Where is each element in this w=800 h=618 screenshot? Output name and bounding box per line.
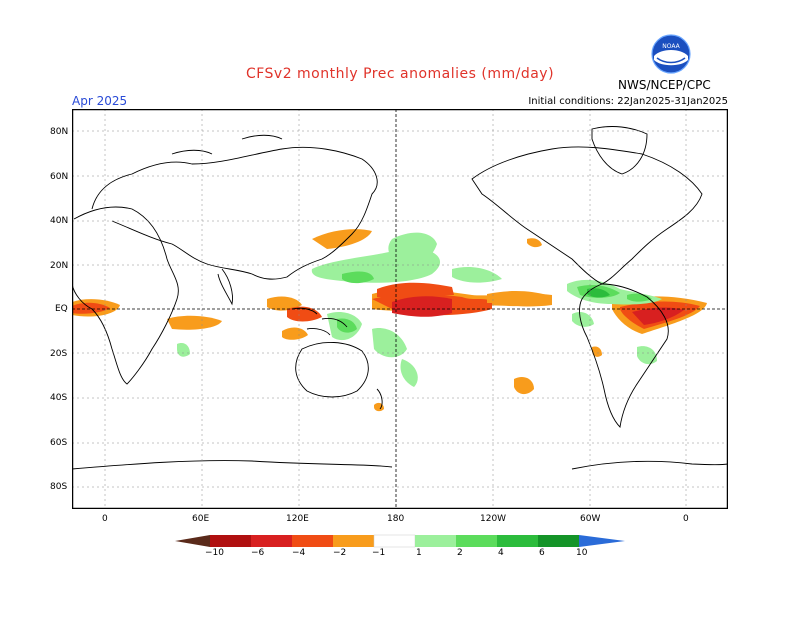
legend-swatch-2-4 — [456, 535, 497, 547]
lon-label-120e: 120E — [286, 514, 309, 524]
lat-label-60n: 60N — [50, 172, 69, 182]
legend-label-m4: −4 — [292, 548, 306, 558]
noaa-logo-icon: NOAA — [651, 34, 691, 74]
lat-label-eq: EQ — [55, 304, 68, 314]
legend-swatch-6-10 — [538, 535, 579, 547]
lat-label-40s: 40S — [50, 393, 68, 403]
lat-label-60s: 60S — [50, 438, 68, 448]
lon-label-0-right: 0 — [683, 514, 689, 524]
legend-label-m2: −2 — [333, 548, 347, 558]
svg-text:NOAA: NOAA — [662, 43, 680, 50]
lon-label-60e: 60E — [192, 514, 210, 524]
lat-label-20n: 20N — [50, 261, 69, 271]
legend-swatch-lt-m10 — [175, 535, 210, 547]
legend-label-m6: −6 — [251, 548, 265, 558]
legend-swatch-m2-m1 — [333, 535, 374, 547]
legend-label-4: 4 — [498, 548, 504, 558]
lon-label-0-left: 0 — [102, 514, 108, 524]
legend-swatch-m6-m4 — [251, 535, 292, 547]
lon-label-120w: 120W — [480, 514, 507, 524]
lon-label-180: 180 — [387, 514, 405, 524]
legend-label-m1: −1 — [372, 548, 386, 558]
lat-label-80n: 80N — [50, 127, 69, 137]
legend-label-m10: −10 — [205, 548, 224, 558]
legend-swatch-gt-10 — [579, 535, 625, 547]
lat-label-80s: 80S — [50, 482, 68, 492]
lat-label-20s: 20S — [50, 349, 68, 359]
legend-swatch-m4-m2 — [292, 535, 333, 547]
lat-label-40n: 40N — [50, 216, 69, 226]
lon-label-60w: 60W — [580, 514, 601, 524]
coastlines — [72, 126, 728, 470]
agency-label: NWS/NCEP/CPC — [618, 78, 711, 92]
legend-swatch-4-6 — [497, 535, 538, 547]
legend-swatch-1-2 — [415, 535, 456, 547]
legend-label-2: 2 — [457, 548, 463, 558]
legend-swatch-m10-m6 — [210, 535, 251, 547]
initial-conditions: Initial conditions: 22Jan2025-31Jan2025 — [528, 96, 728, 107]
legend-label-1: 1 — [416, 548, 422, 558]
chart-title: CFSv2 monthly Prec anomalies (mm/day) — [245, 66, 555, 82]
legend-label-10: 10 — [576, 548, 588, 558]
legend-swatch-neutral — [373, 534, 416, 548]
legend-label-6: 6 — [539, 548, 545, 558]
color-legend — [175, 534, 625, 548]
equator-and-dateline — [72, 109, 728, 509]
precip-anomaly-map — [72, 109, 728, 509]
valid-month: Apr 2025 — [72, 94, 128, 108]
